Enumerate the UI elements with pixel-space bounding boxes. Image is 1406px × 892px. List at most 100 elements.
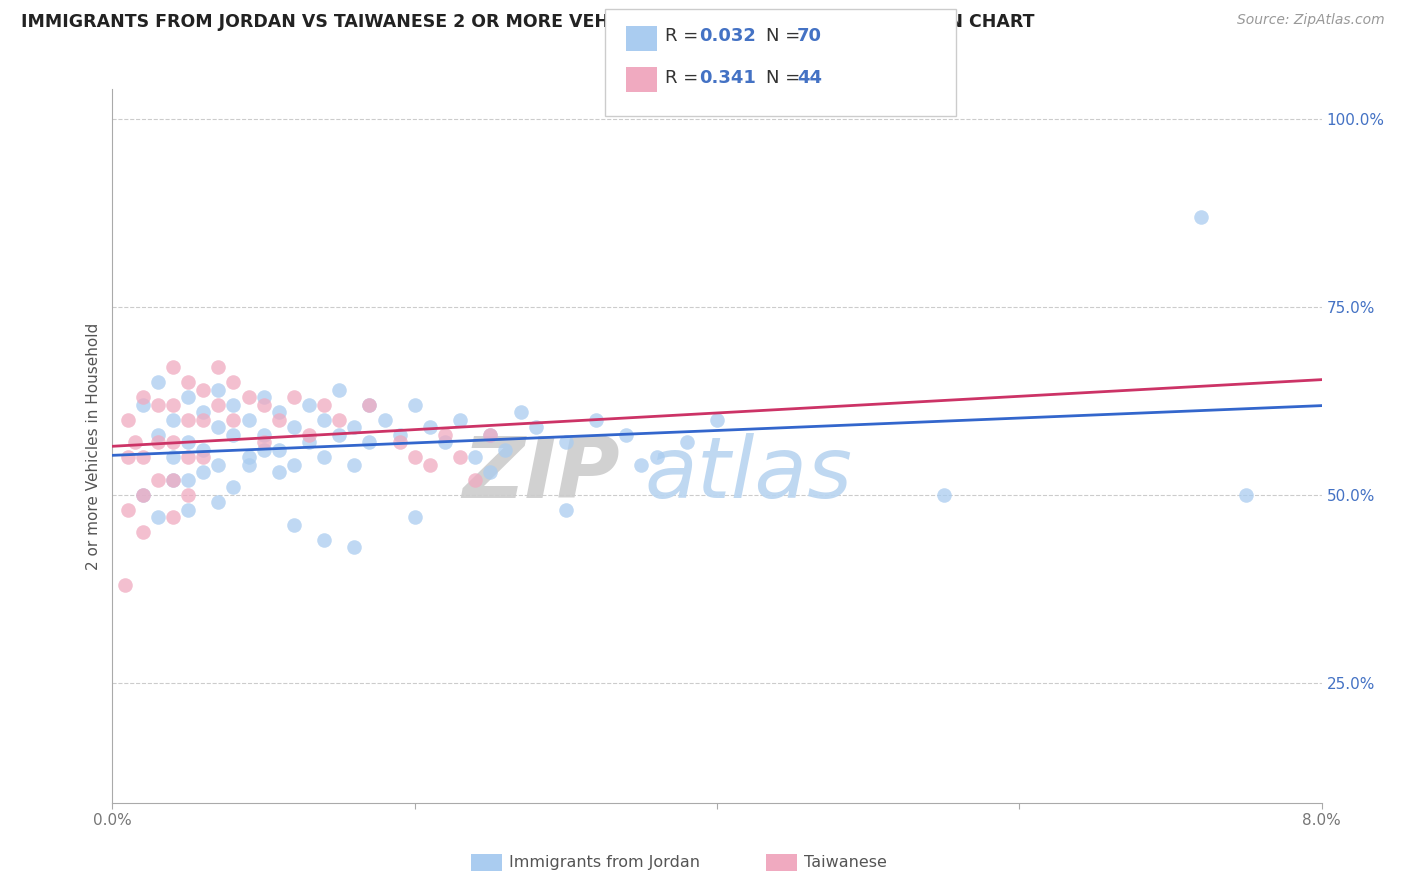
- Point: [191, 405, 215, 419]
- Text: ZIP: ZIP: [463, 433, 620, 516]
- Point: [146, 473, 169, 487]
- Point: [114, 578, 136, 592]
- Point: [419, 420, 441, 434]
- Text: Taiwanese: Taiwanese: [804, 855, 887, 870]
- Y-axis label: 2 or more Vehicles in Household: 2 or more Vehicles in Household: [86, 322, 101, 570]
- Point: [373, 413, 396, 427]
- Point: [495, 442, 517, 457]
- Point: [177, 375, 200, 389]
- Point: [207, 458, 229, 472]
- Point: [222, 413, 245, 427]
- Point: [117, 413, 139, 427]
- Point: [117, 503, 139, 517]
- Point: [207, 383, 229, 397]
- Point: [464, 473, 486, 487]
- Point: [162, 360, 184, 375]
- Point: [1234, 488, 1257, 502]
- Point: [177, 435, 200, 450]
- Point: [359, 398, 381, 412]
- Text: Immigrants from Jordan: Immigrants from Jordan: [509, 855, 700, 870]
- Point: [404, 398, 426, 412]
- Point: [238, 450, 260, 465]
- Point: [283, 420, 305, 434]
- Point: [267, 442, 290, 457]
- Point: [343, 541, 366, 555]
- Point: [388, 427, 411, 442]
- Point: [1189, 210, 1212, 224]
- Point: [616, 427, 638, 442]
- Point: [464, 450, 486, 465]
- Point: [222, 375, 245, 389]
- Text: N =: N =: [766, 27, 806, 45]
- Point: [312, 413, 335, 427]
- Point: [132, 488, 155, 502]
- Point: [312, 398, 335, 412]
- Point: [419, 458, 441, 472]
- Point: [449, 450, 471, 465]
- Point: [253, 427, 276, 442]
- Point: [298, 398, 321, 412]
- Point: [222, 480, 245, 494]
- Point: [238, 458, 260, 472]
- Point: [253, 390, 276, 404]
- Point: [207, 495, 229, 509]
- Point: [132, 488, 155, 502]
- Text: 70: 70: [797, 27, 823, 45]
- Point: [207, 420, 229, 434]
- Point: [328, 427, 350, 442]
- Point: [449, 413, 471, 427]
- Point: [177, 450, 200, 465]
- Point: [177, 488, 200, 502]
- Point: [283, 458, 305, 472]
- Point: [162, 450, 184, 465]
- Point: [298, 427, 321, 442]
- Text: R =: R =: [665, 69, 704, 87]
- Text: IMMIGRANTS FROM JORDAN VS TAIWANESE 2 OR MORE VEHICLES IN HOUSEHOLD CORRELATION : IMMIGRANTS FROM JORDAN VS TAIWANESE 2 OR…: [21, 13, 1035, 31]
- Point: [479, 465, 502, 479]
- Point: [207, 398, 229, 412]
- Point: [359, 398, 381, 412]
- Text: Source: ZipAtlas.com: Source: ZipAtlas.com: [1237, 13, 1385, 28]
- Point: [162, 413, 184, 427]
- Text: atlas: atlas: [644, 433, 852, 516]
- Point: [162, 435, 184, 450]
- Point: [146, 427, 169, 442]
- Point: [191, 442, 215, 457]
- Point: [132, 390, 155, 404]
- Point: [554, 503, 576, 517]
- Point: [554, 435, 576, 450]
- Point: [343, 458, 366, 472]
- Point: [177, 390, 200, 404]
- Point: [146, 375, 169, 389]
- Text: 0.341: 0.341: [699, 69, 755, 87]
- Point: [132, 398, 155, 412]
- Text: N =: N =: [766, 69, 806, 87]
- Point: [162, 473, 184, 487]
- Point: [479, 427, 502, 442]
- Point: [162, 398, 184, 412]
- Point: [359, 435, 381, 450]
- Point: [191, 465, 215, 479]
- Point: [117, 450, 139, 465]
- Point: [283, 390, 305, 404]
- Point: [267, 465, 290, 479]
- Point: [343, 420, 366, 434]
- Point: [328, 413, 350, 427]
- Point: [675, 435, 697, 450]
- Text: R =: R =: [665, 27, 704, 45]
- Point: [207, 360, 229, 375]
- Point: [222, 398, 245, 412]
- Point: [267, 405, 290, 419]
- Point: [177, 503, 200, 517]
- Point: [630, 458, 652, 472]
- Point: [404, 510, 426, 524]
- Point: [645, 450, 668, 465]
- Point: [253, 435, 276, 450]
- Point: [146, 398, 169, 412]
- Point: [191, 413, 215, 427]
- Point: [253, 442, 276, 457]
- Point: [253, 398, 276, 412]
- Point: [191, 383, 215, 397]
- Point: [283, 517, 305, 532]
- Point: [524, 420, 547, 434]
